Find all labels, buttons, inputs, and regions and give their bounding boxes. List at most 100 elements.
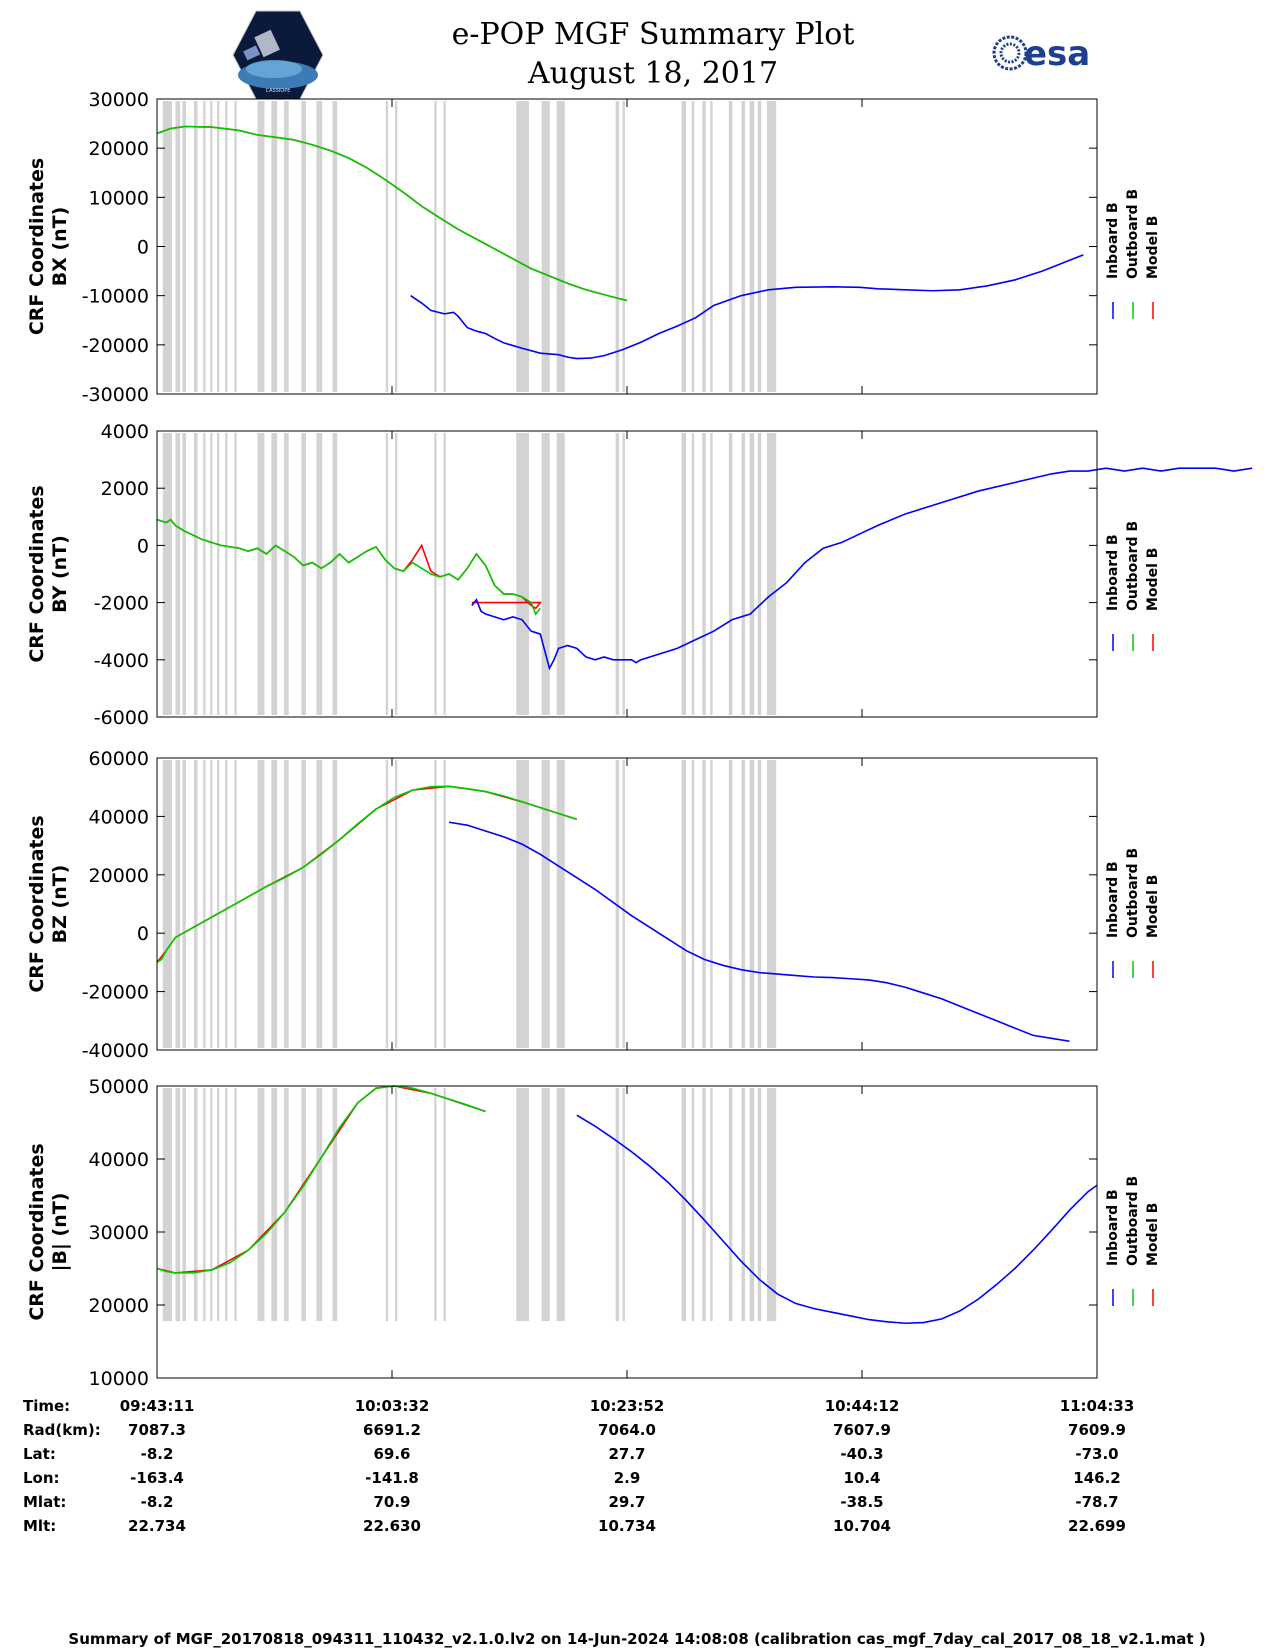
ephemeris-cell: -163.4 (130, 1469, 184, 1487)
legend-label: Model B (1145, 216, 1161, 279)
data-gap-band (443, 760, 446, 1048)
ephemeris-cell: 146.2 (1073, 1469, 1120, 1487)
data-gap-band (516, 760, 529, 1048)
data-gap-band (162, 1088, 173, 1322)
legend-label: Model B (1145, 1203, 1161, 1266)
data-gap-band (182, 101, 186, 392)
data-gap-band (234, 433, 237, 715)
y-tick-label: 30000 (89, 89, 149, 111)
data-gap-band (516, 433, 529, 715)
data-gap-band (615, 101, 620, 392)
ephemeris-cell: 7609.9 (1068, 1421, 1126, 1439)
ephemeris-row-label: Lat: (23, 1445, 56, 1463)
data-gap-band (301, 101, 307, 392)
data-gap-band (434, 101, 437, 392)
data-gap-band (741, 433, 746, 715)
data-gap-band (691, 760, 695, 1048)
data-gap-band (301, 433, 307, 715)
y-tick-label: 2000 (101, 478, 149, 500)
data-gap-band (203, 760, 206, 1048)
data-gap-band (728, 1088, 733, 1322)
data-gap-band (516, 101, 529, 392)
data-gap-band (749, 101, 755, 392)
series-line-outboard-b (156, 125, 628, 302)
data-gap-band (175, 760, 181, 1048)
y-tick-label: 20000 (89, 1295, 149, 1317)
plot-date: August 18, 2017 (527, 56, 778, 91)
data-gap-band (622, 101, 625, 392)
data-gap-band (284, 760, 289, 1048)
data-gap-band (385, 433, 389, 715)
y-tick-label: 10000 (89, 1368, 149, 1390)
data-gap-band (332, 101, 338, 392)
data-gap-band (332, 1088, 338, 1322)
series-line-outboard-b (156, 785, 578, 964)
ephemeris-cell: 7064.0 (598, 1421, 656, 1439)
data-gap-band (234, 1088, 237, 1322)
data-gap-band (702, 101, 706, 392)
data-gap-band (681, 101, 687, 392)
data-gap-band (622, 433, 625, 715)
data-gap-band (766, 1088, 777, 1322)
data-gap-band (225, 760, 228, 1048)
panel-by: -6000 -4000 -2000 0 2000 4000 CRF Coordinates B… (26, 421, 1253, 729)
data-gap-band (257, 760, 265, 1048)
data-gap-band (316, 760, 323, 1048)
legend-label: Model B (1145, 875, 1161, 938)
data-gap-band (766, 101, 777, 392)
ephemeris-cell: 10.704 (833, 1517, 891, 1535)
y-tick-label: 40000 (89, 1149, 149, 1171)
series-line-model-b (156, 785, 578, 963)
ephemeris-row-label: Lon: (23, 1469, 60, 1487)
data-gap-band (691, 433, 695, 715)
data-gap-band (749, 433, 755, 715)
data-gap-band (193, 101, 198, 392)
data-gap-band (394, 760, 398, 1048)
data-gap-band (162, 433, 173, 715)
data-gap-band (541, 433, 550, 715)
data-gap-band (766, 760, 777, 1048)
data-gap-band (271, 433, 278, 715)
ephemeris-cell: 09:43:11 (120, 1397, 195, 1415)
data-gap-band (217, 1088, 220, 1322)
data-gap-band (225, 101, 228, 392)
data-gap-band (615, 1088, 620, 1322)
y-axis-label-line1: CRF Coordinates (26, 158, 48, 335)
data-gap-band (225, 433, 228, 715)
data-gap-band (182, 760, 186, 1048)
series-line-model-b (156, 518, 542, 610)
data-gap-band (210, 1088, 213, 1322)
data-gap-band (271, 760, 278, 1048)
ephemeris-cell: 7607.9 (833, 1421, 891, 1439)
ephemeris-cell: -38.5 (840, 1493, 883, 1511)
data-gap-band (728, 760, 733, 1048)
data-gap-band (691, 1088, 695, 1322)
data-gap-band (385, 1088, 389, 1322)
legend-label: Inboard B (1105, 1189, 1121, 1266)
data-gap-band (234, 101, 237, 392)
data-gap-band (681, 1088, 687, 1322)
data-gap-band (728, 101, 733, 392)
data-gap-band (615, 760, 620, 1048)
data-gap-band (556, 1088, 565, 1322)
data-gap-band (757, 433, 762, 715)
y-axis-label-line2: BY (nT) (49, 535, 71, 613)
legend-label: Outboard B (1125, 848, 1141, 938)
data-gap-band (615, 433, 620, 715)
data-gap-band (681, 760, 687, 1048)
axes-box (156, 757, 1098, 1051)
data-gap-band (175, 101, 181, 392)
data-gap-band (394, 1088, 398, 1322)
legend-label: Model B (1145, 548, 1161, 611)
ephemeris-cell: 10:44:12 (825, 1397, 900, 1415)
legend-label: Outboard B (1125, 1176, 1141, 1266)
y-tick-label: -2000 (94, 593, 149, 615)
data-gap-band (757, 1088, 762, 1322)
data-gap-band (556, 433, 565, 715)
data-gap-band (434, 760, 437, 1048)
series-line-inboard-b (448, 821, 1070, 1043)
data-gap-band (316, 101, 323, 392)
data-gap-band (766, 433, 777, 715)
data-gap-band (210, 760, 213, 1048)
